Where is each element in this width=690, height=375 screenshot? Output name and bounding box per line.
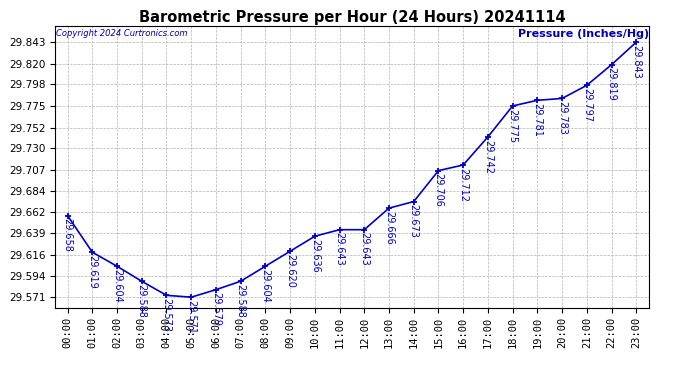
Text: 29.783: 29.783 [557,101,567,135]
Text: 29.819: 29.819 [607,68,616,101]
Text: 29.579: 29.579 [211,292,221,327]
Text: 29.742: 29.742 [483,140,493,174]
Text: 29.619: 29.619 [88,255,97,289]
Text: 29.604: 29.604 [112,269,122,303]
Text: 29.588: 29.588 [137,284,147,318]
Text: 29.620: 29.620 [285,254,295,288]
Text: 29.636: 29.636 [310,239,319,273]
Text: 29.658: 29.658 [63,218,72,252]
Text: 29.843: 29.843 [631,45,641,79]
Text: 29.712: 29.712 [458,168,468,202]
Text: 29.643: 29.643 [335,232,344,266]
Text: 29.706: 29.706 [433,173,444,207]
Text: 29.571: 29.571 [186,300,196,334]
Text: 29.643: 29.643 [359,232,369,266]
Text: 29.781: 29.781 [533,103,542,137]
Title: Barometric Pressure per Hour (24 Hours) 20241114: Barometric Pressure per Hour (24 Hours) … [139,10,565,25]
Text: 29.666: 29.666 [384,211,394,244]
Text: 29.588: 29.588 [236,284,246,318]
Text: 29.673: 29.673 [408,204,419,238]
Text: Pressure (Inches/Hg): Pressure (Inches/Hg) [518,29,649,39]
Text: 29.797: 29.797 [582,88,592,122]
Text: Copyright 2024 Curtronics.com: Copyright 2024 Curtronics.com [57,29,188,38]
Text: 29.775: 29.775 [508,109,518,143]
Text: 29.604: 29.604 [260,269,270,303]
Text: 29.573: 29.573 [161,298,171,332]
